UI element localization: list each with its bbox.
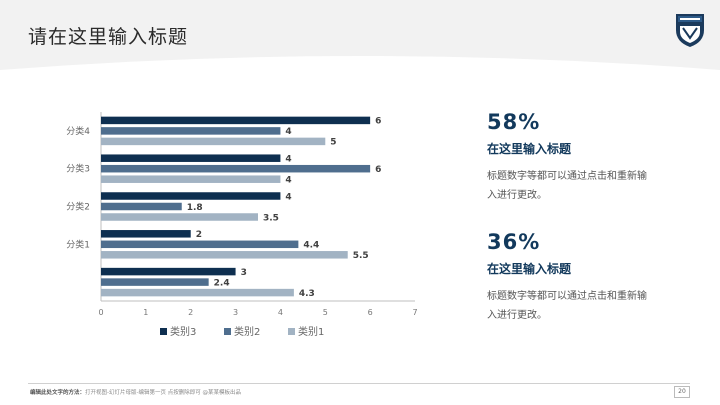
data-label: 3.5: [263, 213, 279, 223]
legend-label: 类别2: [234, 325, 260, 338]
x-tick-label: 3: [233, 308, 238, 317]
footer-text: 打开视图-幻灯片母版-编辑第一页 点按删除即可 @某某模板出品: [85, 390, 241, 396]
data-label: 4: [285, 175, 291, 185]
bar: [101, 202, 182, 211]
category-label: 分类3: [66, 163, 90, 175]
x-tick-label: 4: [278, 308, 283, 317]
data-label: 2: [196, 230, 202, 240]
x-tick-label: 6: [368, 308, 373, 317]
legend-swatch: [224, 328, 231, 335]
data-label: 5.5: [353, 251, 369, 261]
data-label: 3: [241, 268, 247, 278]
data-label: 4: [285, 154, 291, 164]
bar: [101, 251, 348, 259]
bar: [101, 154, 281, 162]
university-crest-icon: [676, 14, 704, 47]
stat-heading: 在这里输入标题: [487, 262, 572, 276]
x-tick-label: 2: [188, 308, 193, 317]
header-curve: [0, 48, 720, 88]
bar: [101, 278, 209, 286]
data-label: 5: [330, 138, 336, 148]
bar: [101, 213, 258, 221]
legend-label: 类别3: [170, 325, 196, 338]
stat-block-1: 58% 在这里输入标题 标题数字等都可以通过点击和重新输入进行更改。: [487, 110, 647, 205]
category-label: 分类2: [66, 201, 90, 213]
x-tick-label: 1: [143, 308, 148, 317]
bar: [101, 267, 236, 276]
stat-heading: 在这里输入标题: [487, 142, 572, 156]
stat-description: 标题数字等都可以通过点击和重新输入进行更改。: [487, 171, 647, 201]
stat-description: 标题数字等都可以通过点击和重新输入进行更改。: [487, 291, 647, 321]
bar: [101, 164, 371, 173]
bar: [101, 137, 326, 146]
category-label: 分类4: [66, 125, 90, 137]
data-label: 1.8: [187, 203, 203, 213]
page-number: 20: [674, 386, 690, 398]
data-label: 6: [375, 117, 381, 127]
data-label: 2.4: [214, 278, 230, 288]
x-tick-label: 7: [412, 308, 417, 317]
bar: [101, 230, 191, 238]
stat-value: 36%: [487, 230, 541, 254]
footer-note: 编辑此处文字的方法：打开视图-幻灯片母版-编辑第一页 点按删除即可 @某某模板出…: [30, 388, 241, 396]
slide-title: 请在这里输入标题: [28, 26, 189, 48]
footer-divider: [28, 383, 690, 384]
data-label: 4.3: [299, 289, 315, 299]
data-label: 4: [285, 192, 291, 202]
footer-label: 编辑此处文字的方法：: [30, 390, 86, 396]
data-label: 4: [285, 127, 291, 137]
stat-value: 58%: [487, 110, 541, 134]
bar: [101, 192, 281, 200]
category-label: 分类1: [66, 238, 90, 250]
data-label: 6: [375, 165, 381, 175]
bar: [101, 127, 281, 135]
bar: [101, 116, 371, 125]
legend-swatch: [160, 328, 167, 335]
bar: [101, 175, 281, 183]
legend-label: 类别1: [298, 325, 324, 338]
stat-block-2: 36% 在这里输入标题 标题数字等都可以通过点击和重新输入进行更改。: [487, 230, 647, 325]
legend-swatch: [288, 328, 295, 335]
x-tick-label: 0: [98, 308, 103, 317]
bar: [101, 240, 299, 249]
x-tick-label: 5: [323, 308, 328, 317]
bar: [101, 288, 294, 297]
data-label: 4.4: [303, 241, 319, 251]
